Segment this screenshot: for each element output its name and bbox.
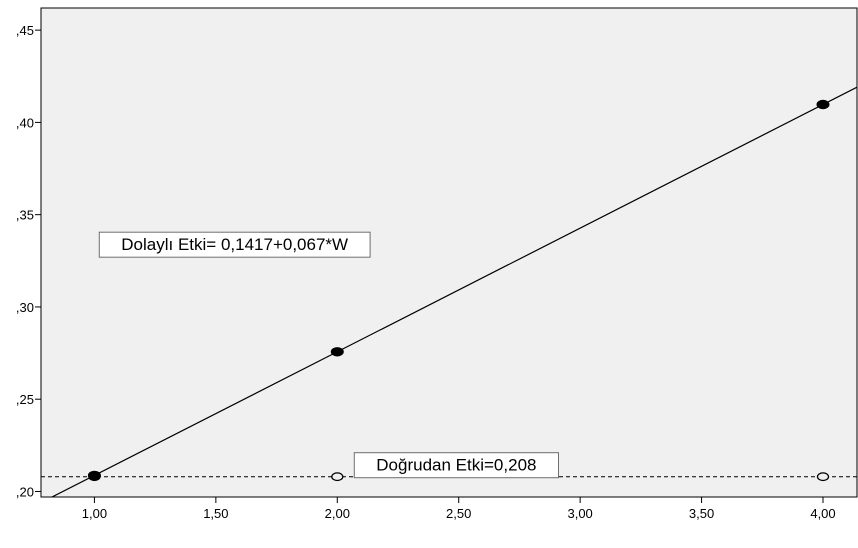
x-tick-label: 3,00 — [567, 506, 592, 521]
direct-effect-point — [331, 472, 344, 482]
annotation-box — [98, 231, 371, 258]
x-tick-label: 2,50 — [446, 506, 471, 521]
x-tick-label: 1,00 — [82, 506, 107, 521]
annotation-1: Dolaylı Etki= 0,1417+0,067*W — [98, 231, 371, 258]
y-tick-label: ,30 — [16, 300, 34, 315]
x-tick-label: 2,00 — [325, 506, 350, 521]
y-tick-label: ,45 — [16, 23, 34, 38]
indirect-effect-point — [87, 470, 101, 481]
x-axis: 1,00 1,50 2,00 2,50 3,00 3,50 4,00 — [82, 497, 836, 521]
y-tick-label: ,35 — [16, 208, 34, 223]
x-tick-label: 4,00 — [810, 506, 835, 521]
x-tick-label: 1,50 — [203, 506, 228, 521]
y-tick-label: ,25 — [16, 392, 34, 407]
x-tick-label: 3,50 — [689, 506, 714, 521]
annotation-text: Dolaylı Etki= 0,1417+0,067*W — [121, 235, 348, 254]
indirect-effect-point — [816, 99, 830, 110]
annotation-box — [353, 452, 559, 479]
series-points — [87, 99, 830, 482]
annotation-2: Doğrudan Etki=0,208 — [353, 452, 559, 479]
y-axis: ,20 ,25 ,30 ,35 ,40 ,45 — [16, 23, 41, 499]
indirect-effect-line — [50, 86, 857, 497]
indirect-effect-point — [330, 347, 344, 357]
y-tick-label: ,40 — [16, 115, 34, 130]
annotations: Dolaylı Etki= 0,1417+0,067*W Doğrudan Etk… — [98, 231, 559, 479]
y-tick-label: ,20 — [16, 484, 34, 499]
direct-effect-point — [816, 472, 830, 482]
annotation-text: Doğrudan Etki=0,208 — [376, 456, 536, 475]
